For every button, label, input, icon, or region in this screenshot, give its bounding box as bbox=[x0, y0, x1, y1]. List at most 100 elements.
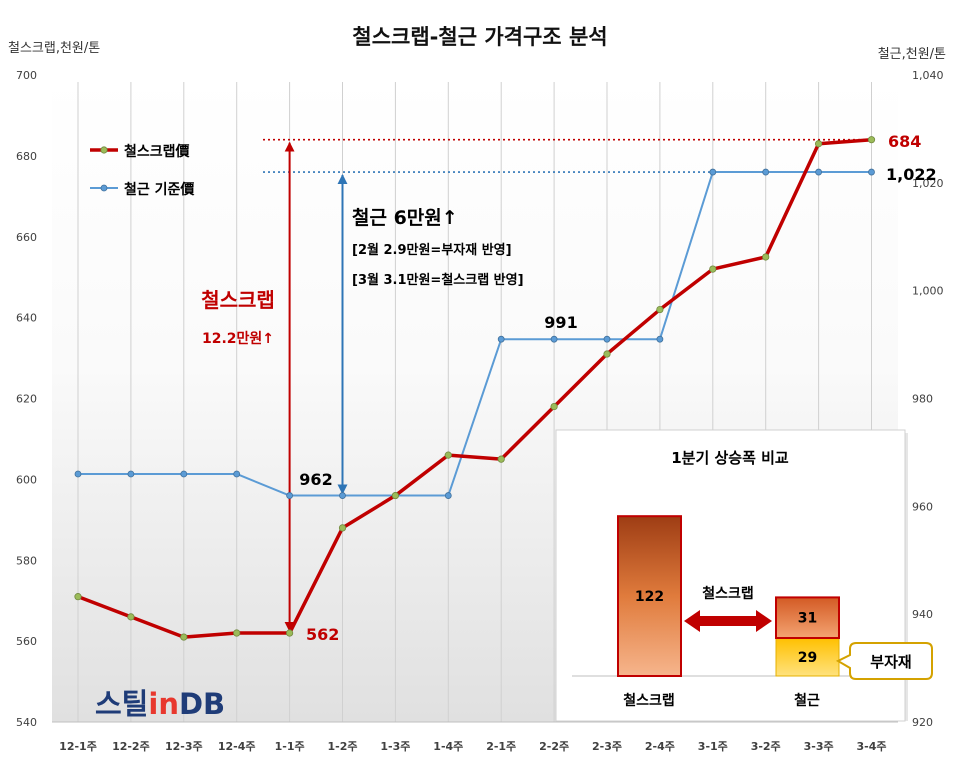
x-tick-label: 2-2주 bbox=[539, 740, 569, 753]
scrap-price-point bbox=[814, 140, 823, 148]
logo-part: 스틸 bbox=[95, 687, 148, 721]
scrap-price-point bbox=[550, 402, 558, 411]
legend-item-scrap: 철스크랩價 bbox=[90, 143, 191, 160]
legend: 철스크랩價 철근 기준價 bbox=[90, 143, 195, 198]
y-left-tick-label: 560 bbox=[16, 635, 37, 648]
inset-category-label: 철스크랩 bbox=[623, 693, 675, 709]
y-left-tick-label: 580 bbox=[16, 554, 37, 567]
rebar-price-point bbox=[762, 168, 770, 176]
inset-bar-segment bbox=[617, 515, 682, 677]
scrap-price-point bbox=[656, 305, 664, 314]
rebar-price-point bbox=[339, 492, 346, 499]
y-right-tick-label: 980 bbox=[912, 393, 933, 406]
x-tick-label: 12-2주 bbox=[112, 740, 150, 753]
annotation-rebar-note-feb: [2월 2.9만원=부자재 반영] bbox=[352, 242, 512, 258]
data-label-rebar-feb: 991 bbox=[544, 313, 577, 332]
scrap-link-label: 철스크랩 bbox=[702, 586, 754, 602]
x-axis: 12-1주 12-2주 12-3주 12-4주 1-1주 1-2주 1-3주 1-4주 2-1주… bbox=[59, 740, 886, 753]
y-left-tick-label: 640 bbox=[16, 312, 37, 325]
scrap-price-point bbox=[444, 451, 452, 459]
y-right-axis: 920 940 960 980 1,000 1,020 1,040 bbox=[912, 69, 944, 729]
y-right-tick-label: 920 bbox=[912, 716, 933, 729]
y-left-tick-label: 680 bbox=[16, 150, 37, 163]
scrap-price-point bbox=[74, 593, 82, 601]
inset-bar-segment bbox=[775, 596, 840, 640]
chart-title: 철스크랩-철근 가격구조 분석 bbox=[352, 25, 607, 49]
rebar-price-point bbox=[233, 470, 241, 478]
annotation-rebar-title: 철근 6만원↑ bbox=[352, 207, 458, 229]
scrap-link-double-arrow bbox=[684, 610, 772, 632]
data-label-rebar-jan: 962 bbox=[299, 470, 332, 489]
rebar-price-line bbox=[77, 171, 873, 497]
inset-frame bbox=[555, 429, 906, 722]
y-right-axis-title: 철근,천원/톤 bbox=[878, 47, 946, 62]
x-tick-label: 3-2주 bbox=[751, 740, 781, 753]
legend-label: 철근 기준價 bbox=[124, 181, 195, 198]
y-right-tick-label: 1,040 bbox=[912, 69, 944, 82]
scrap-price-point bbox=[762, 253, 770, 261]
x-tick-label: 2-3주 bbox=[592, 740, 622, 753]
y-right-tick-label: 960 bbox=[912, 500, 933, 513]
rebar-price-point bbox=[127, 470, 135, 478]
inset-title: 1분기 상승폭 비교 bbox=[671, 449, 789, 467]
x-tick-label: 1-2주 bbox=[328, 740, 358, 753]
scrap-price-point bbox=[180, 633, 188, 641]
y-right-tick-label: 940 bbox=[912, 608, 933, 621]
y-left-tick-label: 620 bbox=[16, 393, 37, 406]
y-left-axis-title: 철스크랩,천원/톤 bbox=[8, 41, 100, 56]
legend-swatch-marker bbox=[100, 184, 108, 192]
rebar-price-point bbox=[286, 492, 294, 499]
x-tick-label: 3-4주 bbox=[857, 740, 887, 753]
y-right-tick-label: 1,000 bbox=[912, 285, 944, 298]
rebar-price-point bbox=[603, 335, 611, 343]
x-tick-label: 1-4주 bbox=[433, 740, 463, 753]
sub-material-callout bbox=[835, 642, 933, 680]
y-left-tick-label: 600 bbox=[16, 473, 37, 486]
annotation-rebar-note-mar: [3월 3.1만원=철스크랩 반영] bbox=[352, 272, 524, 288]
rebar-price-point bbox=[868, 168, 875, 176]
x-tick-label: 1-1주 bbox=[275, 740, 305, 753]
rebar-price-point bbox=[444, 492, 452, 499]
legend-swatch-marker bbox=[100, 146, 108, 154]
scrap-price-point bbox=[709, 265, 717, 273]
rebar-price-point bbox=[709, 168, 717, 176]
scrap-price-point bbox=[867, 136, 876, 144]
inset-category-label: 철근 bbox=[794, 693, 820, 709]
x-tick-label: 2-1주 bbox=[486, 740, 516, 753]
inset-bar-value-label: 29 bbox=[798, 650, 817, 666]
y-left-tick-label: 660 bbox=[16, 231, 37, 244]
x-tick-label: 12-3주 bbox=[165, 740, 203, 753]
rebar-price-point bbox=[656, 335, 664, 343]
scrap-price-point bbox=[391, 491, 399, 500]
x-tick-label: 12-4주 bbox=[218, 740, 256, 753]
rebar-price-point bbox=[497, 335, 505, 343]
annotation-scrap-rise: 12.2만원↑ bbox=[202, 331, 274, 347]
legend-label: 철스크랩價 bbox=[124, 143, 191, 160]
rebar-price-point bbox=[180, 470, 188, 478]
logo-part: in bbox=[148, 687, 179, 721]
y-left-tick-label: 540 bbox=[16, 716, 37, 729]
logo-part: DB bbox=[179, 687, 225, 721]
y-right-tick-label: 1,020 bbox=[912, 177, 944, 190]
inset-bar-value-label: 31 bbox=[798, 611, 817, 627]
reference-marks bbox=[263, 138, 872, 633]
rebar-price-point bbox=[815, 168, 822, 176]
data-label-rebar-last: 1,022 bbox=[886, 165, 937, 184]
data-label-scrap-jan: 562 bbox=[306, 625, 339, 644]
x-tick-label: 3-1주 bbox=[698, 740, 728, 753]
legend-item-rebar: 철근 기준價 bbox=[90, 181, 195, 198]
x-tick-label: 2-4주 bbox=[645, 740, 675, 753]
inset-bar-segment bbox=[775, 637, 840, 677]
x-tick-label: 1-3주 bbox=[380, 740, 410, 753]
x-tick-label: 3-3주 bbox=[804, 740, 834, 753]
series-layer bbox=[74, 136, 876, 641]
rebar-price-point bbox=[550, 335, 558, 343]
rebar-price-point bbox=[74, 470, 82, 478]
sub-material-callout-label: 부자재 bbox=[870, 653, 911, 671]
y-left-axis: 540 560 580 600 620 640 660 680 700 bbox=[16, 69, 37, 729]
scrap-price-point bbox=[603, 350, 611, 358]
annotation-scrap-title: 철스크랩 bbox=[201, 288, 275, 312]
data-label-scrap-last: 684 bbox=[888, 132, 921, 151]
scrap-price-point bbox=[233, 629, 241, 637]
